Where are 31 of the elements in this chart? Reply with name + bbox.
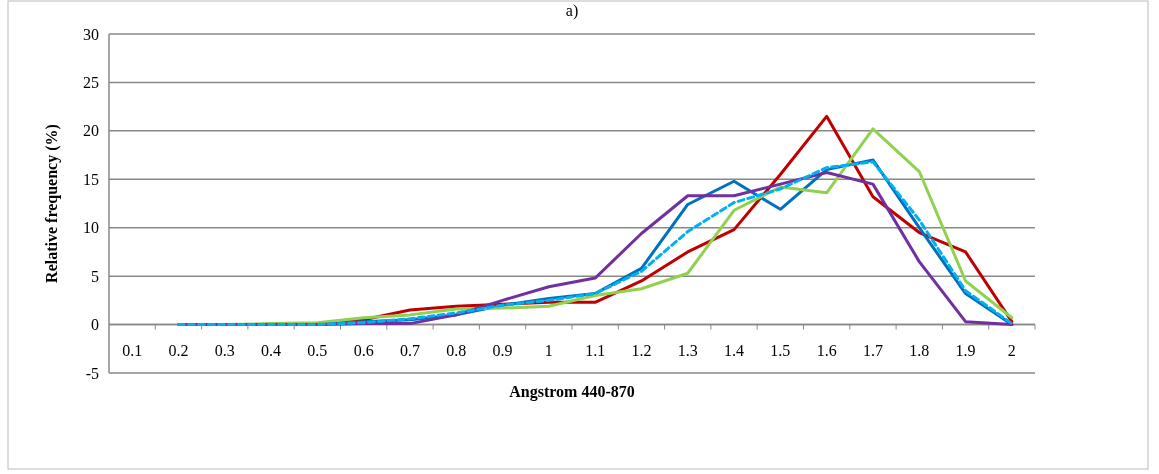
x-tick-label: 1 <box>544 341 553 359</box>
y-tick-label: 25 <box>83 74 99 92</box>
x-tick-label: 0.8 <box>446 341 467 359</box>
x-tick-label: 0.3 <box>214 341 235 359</box>
y-tick-label: 30 <box>83 25 99 43</box>
x-tick-label: 1.8 <box>909 341 930 359</box>
y-tick-label: -5 <box>85 364 99 382</box>
x-axis-title: Angstrom 440-870 <box>509 383 635 401</box>
x-tick-label: 0.6 <box>353 341 374 359</box>
x-tick-label: 1.7 <box>862 341 883 359</box>
x-tick-label: 0.5 <box>307 341 328 359</box>
x-tick-label: 1.5 <box>770 341 791 359</box>
x-tick-label: 1.9 <box>955 341 976 359</box>
y-tick-label: 5 <box>91 267 99 285</box>
x-tick-label: 1.6 <box>816 341 837 359</box>
chart-title: a) <box>565 2 579 20</box>
y-tick-label: 15 <box>83 170 99 188</box>
x-tick-label: 0.2 <box>168 341 189 359</box>
x-tick-label: 1.3 <box>677 341 698 359</box>
x-tick-label: 2 <box>1007 341 1016 359</box>
y-tick-label: 0 <box>91 316 99 334</box>
x-tick-label: 0.7 <box>399 341 420 359</box>
x-tick-label: 1.1 <box>585 341 606 359</box>
y-axis-title: Relative frequency (%) <box>43 124 61 283</box>
x-tick-label: 1.4 <box>724 341 745 359</box>
y-tick-label: 20 <box>83 122 99 140</box>
x-tick-label: 1.2 <box>631 341 652 359</box>
x-tick-label: 0.9 <box>492 341 513 359</box>
x-tick-label: 0.4 <box>261 341 282 359</box>
x-tick-label: 0.1 <box>122 341 143 359</box>
y-tick-label: 10 <box>83 219 99 237</box>
